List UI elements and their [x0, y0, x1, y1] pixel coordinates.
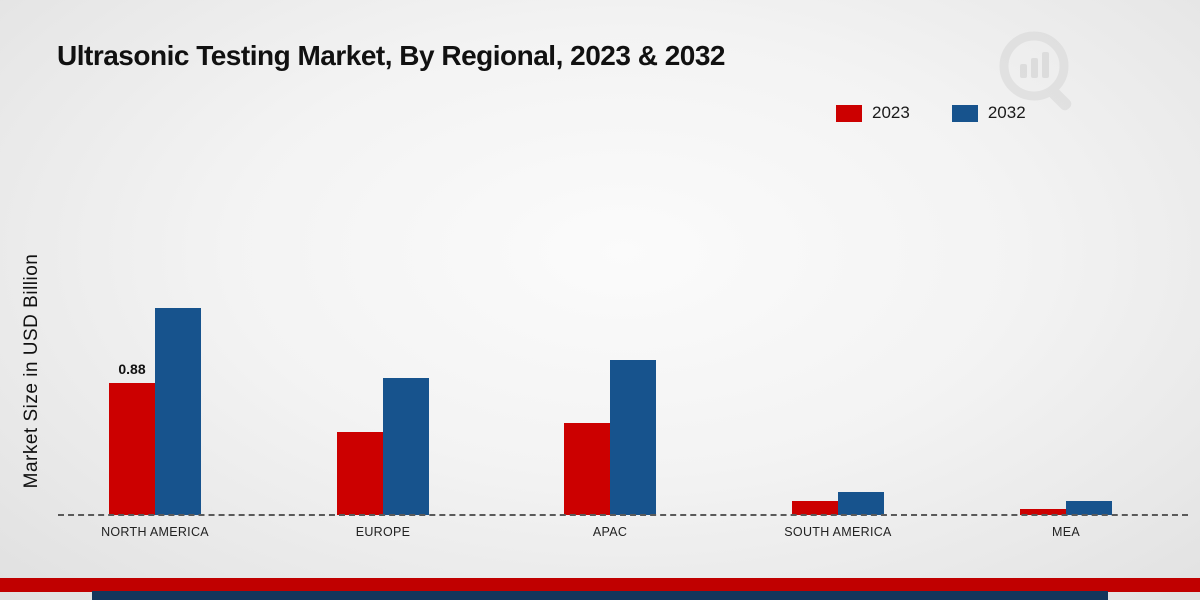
- bar-2023-north-america: [109, 383, 155, 515]
- bar-2032-europe: [383, 378, 429, 515]
- bar-2023-mea: [1020, 509, 1066, 515]
- legend-item-2023: 2023: [836, 103, 910, 123]
- legend-swatch-2032: [951, 104, 978, 122]
- bar-2023-south-america: [792, 501, 838, 515]
- legend-swatch-2023: [836, 104, 862, 122]
- x-axis-category-south-america: SOUTH AMERICA: [784, 525, 892, 539]
- legend-label-2032: 2032: [987, 103, 1026, 122]
- chart-title: Ultrasonic Testing Market, By Regional, …: [57, 40, 726, 71]
- bar-2023-apac: [564, 423, 610, 515]
- footer-navy-stripe: [92, 591, 1108, 600]
- x-axis-baseline: [58, 514, 1188, 516]
- plot-area: 0.88: [109, 308, 1112, 515]
- bar-2032-south-america: [838, 492, 884, 515]
- legend: 2023 2032: [836, 103, 1026, 123]
- x-axis-category-apac: APAC: [592, 525, 628, 539]
- legend-item-2032: 2032: [951, 103, 1026, 123]
- bar-2023-europe: [337, 432, 383, 515]
- bar-2032-north-america: [155, 308, 201, 515]
- footer-red-stripe: [0, 578, 1200, 592]
- bar-2032-apac: [610, 360, 656, 515]
- bar-2032-mea: [1066, 501, 1112, 515]
- x-axis-category-europe: EUROPE: [355, 525, 411, 539]
- x-axis-category-mea: MEA: [1052, 525, 1080, 539]
- magnifier-bar-chart-logo-icon: [992, 28, 1082, 118]
- bar-value-label-2023-north-america: 0.88: [118, 361, 146, 377]
- x-axis-category-north-america: NORTH AMERICA: [101, 525, 209, 539]
- legend-label-2023: 2023: [872, 103, 910, 122]
